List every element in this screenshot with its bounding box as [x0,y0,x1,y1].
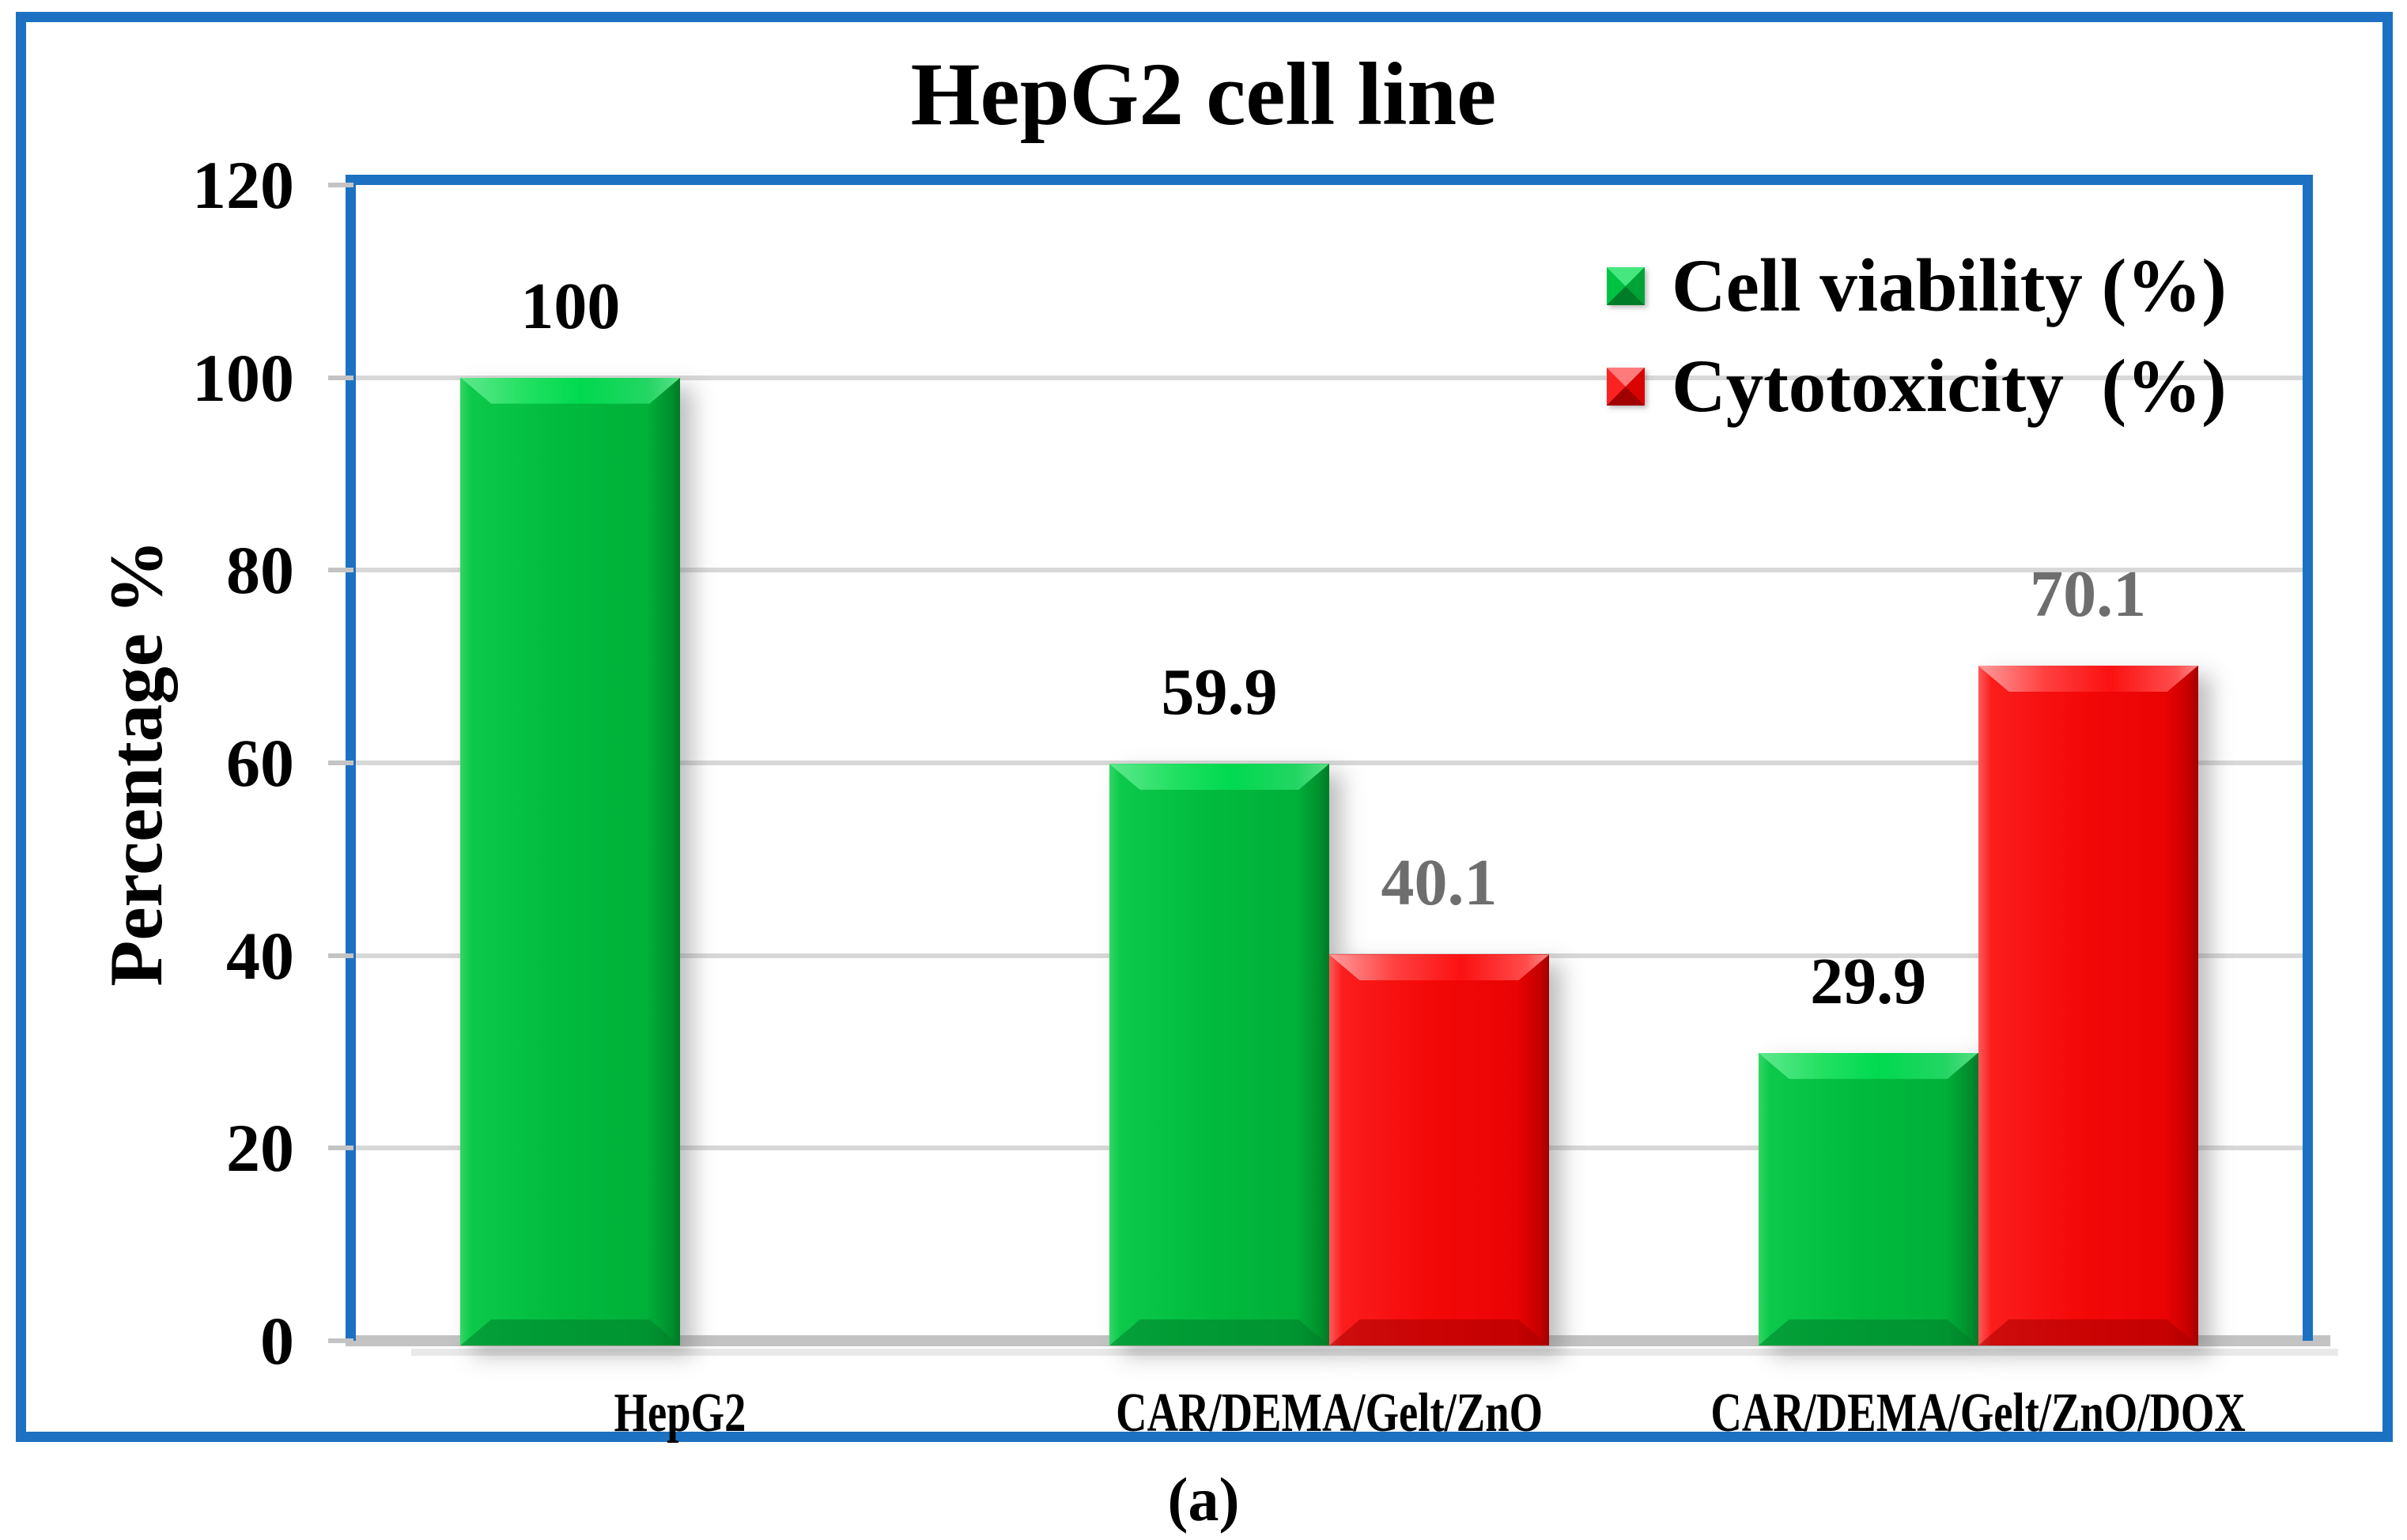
bar-top-bevel [1109,764,1329,791]
bar-top-bevel [1758,1052,1978,1079]
legend-item-cytotoxicity: Cytotoxicity (%) [1607,336,2227,436]
bar-value-label: 29.9 [1810,944,1927,1018]
chart-title: HepG2 cell line [910,45,1497,144]
bar-bottom-bevel [1329,1319,1549,1346]
bar-value-label: 70.1 [2030,557,2147,631]
y-tick-mark-80 [328,568,353,573]
bar-cell-viability-hepg2 [460,377,681,1346]
bar-value-label: 100 [520,269,621,343]
y-tick-mark-20 [328,1146,353,1151]
bar-value-label: 40.1 [1381,846,1498,920]
plot-border-left [346,175,356,1341]
cytotoxicity-swatch-icon [1607,367,1645,406]
x-category-label-text: CAR/DEMA/Gelt/ZnO [1116,1383,1543,1444]
x-category-label-2: CAR/DEMA/Gelt/ZnO [855,1374,1804,1453]
plot-border-right [2303,175,2313,1341]
legend-item-cell-viability: Cell viability (%) [1607,236,2227,336]
bar-value-label: 59.9 [1161,655,1278,730]
bar-top-bevel [460,377,681,404]
y-tick-label-0: 0 [260,1303,294,1379]
bar-top-bevel [1329,954,1549,981]
bar-body [1109,764,1329,1346]
bar-bottom-bevel [1758,1319,1978,1346]
legend: Cell viability (%) Cytotoxicity (%) [1607,236,2227,436]
bar-body [1978,665,2198,1346]
y-tick-mark-60 [328,761,353,765]
plot-area: 100 59.9 29.9 40.1 70.1 Cell viability (%) C… [346,175,2338,1356]
bar-cytotoxicity-car-dema-gelt-zno [1329,954,1549,1346]
bar-cell-viability-car-dema-gelt-zno-dox [1758,1052,1978,1346]
y-tick-label-40: 40 [226,917,294,994]
bar-top-bevel [1978,665,2198,692]
legend-label-cell-viability: Cell viability (%) [1672,243,2227,327]
cell-viability-swatch-icon [1607,266,1645,305]
x-category-label-1: HepG2 [206,1374,1154,1453]
y-tick-mark-40 [328,953,353,958]
y-tick-label-60: 60 [226,725,294,801]
plot-border-top [346,175,2313,185]
y-tick-mark-0 [328,1338,353,1343]
y-tick-label-120: 120 [192,147,294,223]
gridline-60 [356,761,2303,765]
bar-cytotoxicity-car-dema-gelt-zno-dox [1978,665,2198,1346]
gridline-80 [356,568,2303,573]
bar-bottom-bevel [460,1319,681,1346]
legend-label-cytotoxicity: Cytotoxicity (%) [1672,344,2227,428]
bar-body [1758,1052,1978,1346]
y-tick-label-80: 80 [226,532,294,609]
gridline-100 [356,375,2303,380]
baseline-shadow [411,1349,2338,1356]
y-tick-label-20: 20 [226,1110,294,1187]
bar-body [1329,954,1549,1346]
bar-bottom-bevel [1109,1319,1329,1346]
bar-bottom-bevel [1978,1319,2198,1346]
y-tick-mark-120 [328,183,353,187]
x-category-label-text: CAR/DEMA/Gelt/ZnO/DOX [1710,1383,2246,1444]
y-tick-label-100: 100 [192,339,294,416]
y-tick-mark-100 [328,375,353,380]
bar-cell-viability-car-dema-gelt-zno [1109,764,1329,1346]
x-category-label-text: HepG2 [614,1383,746,1444]
figure-caption: (a) [1167,1465,1240,1534]
x-category-label-3: CAR/DEMA/Gelt/ZnO/DOX [1504,1374,2407,1453]
bar-body [460,377,681,1346]
